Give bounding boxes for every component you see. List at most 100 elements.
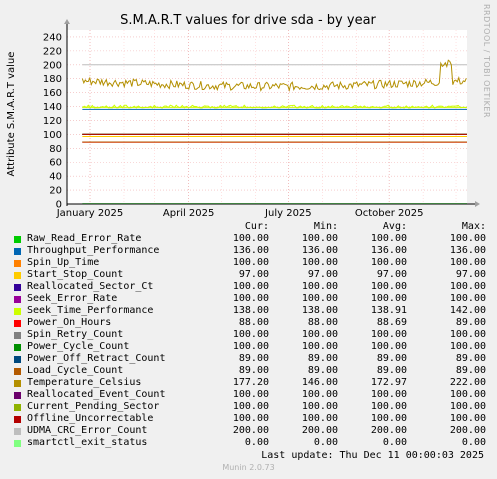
legend-series-name: Seek_Error_Rate bbox=[27, 293, 118, 304]
legend-cur-value: 0.00 bbox=[244, 437, 269, 448]
series-line-temperature-celsius bbox=[81, 59, 467, 93]
legend-avg-value: 100.00 bbox=[370, 413, 407, 424]
legend-cur-value: 100.00 bbox=[232, 341, 269, 352]
legend-series-name: Reallocated_Event_Count bbox=[27, 389, 166, 400]
legend-cur-value: 89.00 bbox=[238, 365, 269, 376]
legend-min-value: 200.00 bbox=[301, 425, 338, 436]
series-line-seek-time-performance-detail bbox=[82, 104, 467, 109]
legend-row: Power_Off_Retract_Count 89.00 89.00 89.00 89… bbox=[12, 353, 490, 365]
legend-min-value: 100.00 bbox=[301, 233, 338, 244]
legend-max-value: 100.00 bbox=[449, 413, 486, 424]
legend-avg-value: 0.00 bbox=[382, 437, 407, 448]
legend-row: Throughput_Performance 136.00 136.00 136.00… bbox=[12, 245, 490, 257]
legend-row: Current_Pending_Sector 100.00 100.00 100.00… bbox=[12, 401, 490, 413]
legend-cur-value: 89.00 bbox=[238, 353, 269, 364]
x-tick-label: January 2025 bbox=[56, 208, 124, 219]
x-axis-arrow-icon bbox=[475, 201, 480, 207]
y-axis-arrow-icon bbox=[64, 19, 70, 24]
legend-cur-value: 100.00 bbox=[232, 257, 269, 268]
legend-cur-value: 100.00 bbox=[232, 401, 269, 412]
legend-min-value: 146.00 bbox=[301, 377, 338, 388]
legend-row: UDMA_CRC_Error_Count 200.00 200.00 200.00 20… bbox=[12, 425, 490, 437]
legend-swatch bbox=[14, 331, 21, 339]
legend-swatch bbox=[14, 427, 21, 435]
legend-swatch bbox=[14, 259, 21, 267]
chart-area: S.M.A.R.T values for drive sda - by year… bbox=[6, 4, 491, 219]
legend-min-value: 100.00 bbox=[301, 257, 338, 268]
y-tick-label: 120 bbox=[43, 116, 62, 127]
y-tick-label: 60 bbox=[49, 158, 62, 169]
legend-series-name: Power_On_Hours bbox=[27, 317, 112, 328]
legend-avg-value: 138.91 bbox=[370, 305, 407, 316]
legend-cur-value: 100.00 bbox=[232, 413, 269, 424]
legend-row: Power_On_Hours 88.00 88.00 88.69 89.00 bbox=[12, 317, 490, 329]
legend-max-value: 100.00 bbox=[449, 329, 486, 340]
legend-avg-value: 100.00 bbox=[370, 281, 407, 292]
x-tick-label: July 2025 bbox=[264, 208, 312, 219]
legend-row: smartctl_exit_status 0.00 0.00 0.00 0.00 bbox=[12, 437, 490, 449]
legend-swatch bbox=[14, 415, 21, 423]
legend-row: Spin_Up_Time 100.00 100.00 100.00 100.00 bbox=[12, 257, 490, 269]
legend-max-value: 100.00 bbox=[449, 293, 486, 304]
y-tick-label: 200 bbox=[43, 60, 62, 71]
legend-max-value: 100.00 bbox=[449, 401, 486, 412]
legend-avg-value: 172.97 bbox=[370, 377, 407, 388]
legend-cur-value: 200.00 bbox=[232, 425, 269, 436]
legend-series-name: Power_Off_Retract_Count bbox=[27, 353, 166, 364]
legend-swatch bbox=[14, 367, 21, 375]
legend-cur-value: 100.00 bbox=[232, 389, 269, 400]
legend-series-name: Spin_Retry_Count bbox=[27, 329, 124, 340]
header-min: Min: bbox=[313, 221, 338, 232]
legend-avg-value: 136.00 bbox=[370, 245, 407, 256]
plot-background bbox=[67, 30, 467, 204]
legend-table: Cur: Min: Avg: Max: Raw_Read_Error_Rate 1… bbox=[12, 221, 490, 449]
legend-avg-value: 100.00 bbox=[370, 341, 407, 352]
y-tick-label: 40 bbox=[49, 172, 62, 183]
legend-row: Spin_Retry_Count 100.00 100.00 100.00 100.00 bbox=[12, 329, 490, 341]
y-tick-label: 160 bbox=[43, 88, 62, 99]
y-tick-label: 20 bbox=[49, 186, 62, 197]
legend-series-name: Throughput_Performance bbox=[27, 245, 160, 256]
last-update: Last update: Thu Dec 11 00:00:03 2025 bbox=[261, 450, 484, 461]
legend-row: Raw_Read_Error_Rate 100.00 100.00 100.00 100… bbox=[12, 233, 490, 245]
x-tick-label: October 2025 bbox=[355, 208, 424, 219]
x-tick-label: April 2025 bbox=[163, 208, 214, 219]
legend-row: Start_Stop_Count 97.00 97.00 97.00 97.00 bbox=[12, 269, 490, 281]
legend-max-value: 89.00 bbox=[455, 365, 486, 376]
legend-avg-value: 100.00 bbox=[370, 389, 407, 400]
legend-min-value: 100.00 bbox=[301, 413, 338, 424]
y-tick-label: 180 bbox=[43, 74, 62, 85]
legend-series-name: Load_Cycle_Count bbox=[27, 365, 124, 376]
legend-min-value: 89.00 bbox=[307, 353, 338, 364]
legend-max-value: 100.00 bbox=[449, 281, 486, 292]
legend-swatch bbox=[14, 355, 21, 363]
header-avg: Avg: bbox=[382, 221, 407, 232]
y-tick-label: 240 bbox=[43, 32, 62, 43]
legend-max-value: 100.00 bbox=[449, 233, 486, 244]
legend-series-name: Reallocated_Sector_Ct bbox=[27, 281, 154, 292]
legend-avg-value: 200.00 bbox=[370, 425, 407, 436]
legend-max-value: 100.00 bbox=[449, 389, 486, 400]
legend-min-value: 136.00 bbox=[301, 245, 338, 256]
legend-min-value: 97.00 bbox=[307, 269, 338, 280]
legend-avg-value: 88.69 bbox=[376, 317, 407, 328]
legend-max-value: 0.00 bbox=[461, 437, 486, 448]
legend-row: Load_Cycle_Count 89.00 89.00 89.00 89.00 bbox=[12, 365, 490, 377]
legend-series-name: Temperature_Celsius bbox=[27, 377, 142, 388]
legend-max-value: 200.00 bbox=[449, 425, 486, 436]
legend-cur-value: 136.00 bbox=[232, 245, 269, 256]
legend-swatch bbox=[14, 379, 21, 387]
legend-swatch bbox=[14, 439, 21, 447]
legend-min-value: 100.00 bbox=[301, 329, 338, 340]
legend-series-name: smartctl_exit_status bbox=[27, 437, 148, 448]
chart-title: S.M.A.R.T values for drive sda - by year bbox=[120, 13, 376, 28]
legend-swatch bbox=[14, 343, 21, 351]
legend-max-value: 136.00 bbox=[449, 245, 486, 256]
legend-series-name: Power_Cycle_Count bbox=[27, 341, 130, 352]
legend-avg-value: 100.00 bbox=[370, 293, 407, 304]
header-max: Max: bbox=[461, 221, 486, 232]
legend-max-value: 142.00 bbox=[449, 305, 486, 316]
legend-cur-value: 100.00 bbox=[232, 233, 269, 244]
legend-swatch bbox=[14, 247, 21, 255]
legend-avg-value: 97.00 bbox=[376, 269, 407, 280]
